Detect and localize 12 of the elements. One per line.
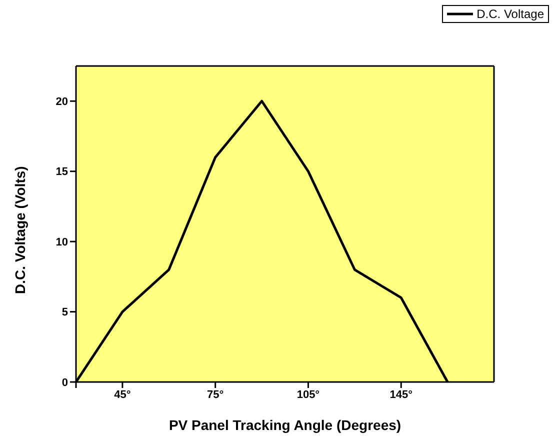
legend-label: D.C. Voltage: [476, 7, 544, 21]
x-tick-label: 145°: [390, 388, 412, 401]
y-tick-label: 5: [62, 306, 68, 319]
y-tick-label: 10: [56, 236, 68, 248]
x-tick-label: 75°: [207, 388, 224, 401]
y-tick-label: 0: [62, 376, 68, 389]
x-axis-title: PV Panel Tracking Angle (Degrees): [168, 417, 402, 433]
y-axis-title: D.C. Voltage (Volts): [12, 166, 28, 294]
y-tick-label: 15: [56, 166, 68, 178]
y-tick-label: 20: [56, 96, 68, 108]
x-tick-label: 45°: [114, 388, 131, 401]
x-tick-label: 105°: [296, 388, 320, 401]
